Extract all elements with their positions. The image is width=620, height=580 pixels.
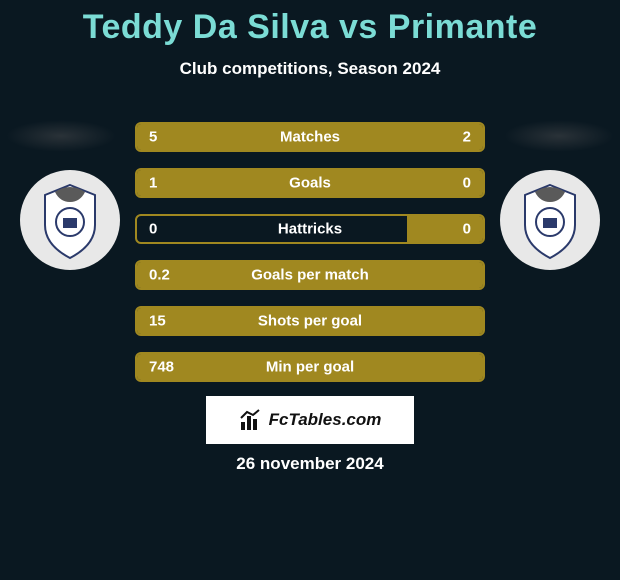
bar-right-value: 0 [463, 175, 471, 192]
left-player-shadow [6, 120, 116, 152]
stat-bar: 1 Goals 0 [135, 168, 485, 198]
logo-text: FcTables.com [269, 410, 382, 430]
bar-left-value: 1 [149, 175, 157, 192]
crest-bg-left [20, 170, 120, 270]
bar-left-fill [137, 170, 407, 196]
crest-bg-right [500, 170, 600, 270]
bar-left-value: 0 [149, 221, 157, 238]
bar-right-fill [407, 170, 483, 196]
bar-right-fill [407, 216, 483, 242]
chart-icon [239, 408, 263, 432]
bar-center-label: Hattricks [278, 221, 342, 238]
bar-center-label: Min per goal [266, 359, 354, 376]
stat-bar: 748 Min per goal [135, 352, 485, 382]
stat-bar: 15 Shots per goal [135, 306, 485, 336]
stat-bar: 0.2 Goals per match [135, 260, 485, 290]
footer-date: 26 november 2024 [236, 454, 383, 474]
bar-left-value: 15 [149, 313, 166, 330]
logo-box: FcTables.com [206, 396, 414, 444]
bar-center-label: Goals per match [251, 267, 369, 284]
right-team-crest [500, 170, 600, 270]
left-team-crest [20, 170, 120, 270]
comparison-bars: 5 Matches 2 1 Goals 0 0 Hattricks 0 0.2 Goals per … [135, 122, 485, 398]
bar-center-label: Matches [280, 129, 340, 146]
bar-right-value: 2 [463, 129, 471, 146]
stat-bar: 5 Matches 2 [135, 122, 485, 152]
bar-right-value: 0 [463, 221, 471, 238]
bar-left-value: 0.2 [149, 267, 170, 284]
subtitle: Club competitions, Season 2024 [0, 59, 620, 79]
page-title: Teddy Da Silva vs Primante [0, 0, 620, 47]
stat-bar: 0 Hattricks 0 [135, 214, 485, 244]
bar-center-label: Goals [289, 175, 331, 192]
shield-icon [515, 180, 585, 260]
bar-left-value: 748 [149, 359, 174, 376]
shield-icon [35, 180, 105, 260]
bar-center-label: Shots per goal [258, 313, 362, 330]
right-player-shadow [504, 120, 614, 152]
bar-left-value: 5 [149, 129, 157, 146]
